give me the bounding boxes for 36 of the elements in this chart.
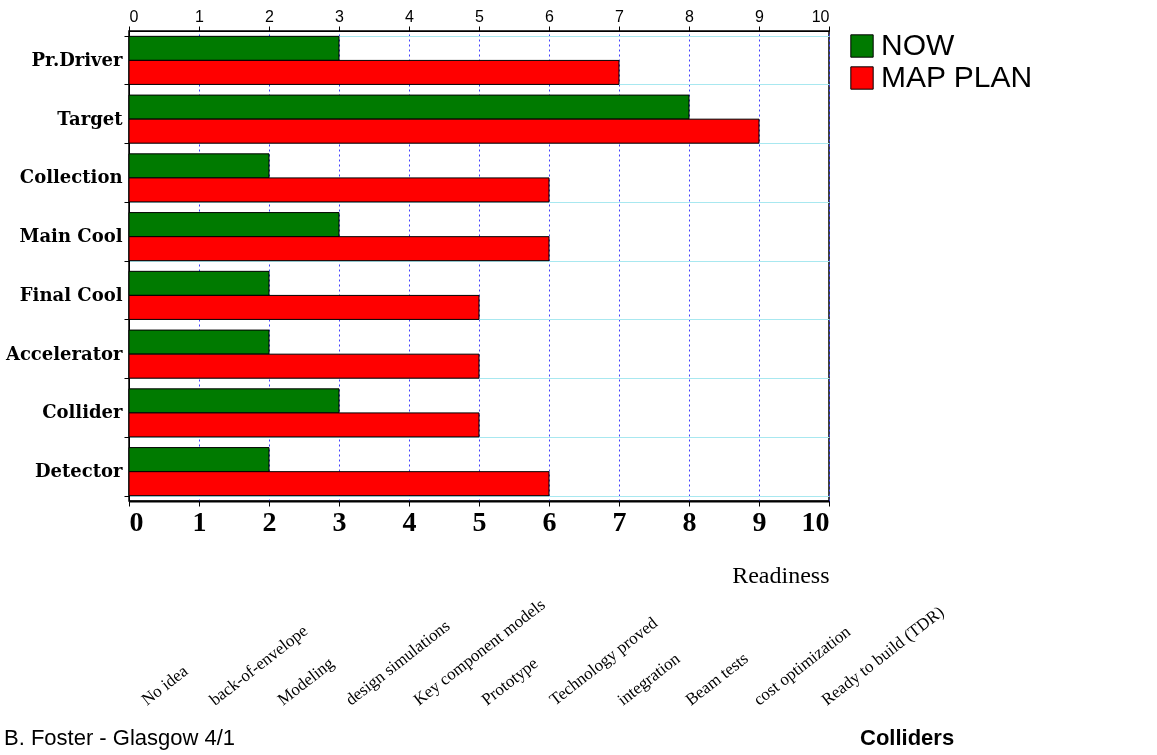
y-tick-label: Main Cool xyxy=(19,225,123,247)
x2-tick-label: 5 xyxy=(475,7,485,25)
x-tick-label: 1 xyxy=(192,505,207,537)
x2-tick-label: 1 xyxy=(195,7,205,25)
x-axis-title: Readiness xyxy=(732,561,830,588)
y-tick-label: Target xyxy=(57,107,124,129)
x2-tick-label: 4 xyxy=(405,7,415,25)
text: B. Foster - Glasgow 4/1 xyxy=(4,725,236,751)
y-tick-label: Collection xyxy=(19,166,123,188)
x-tick-label: 0 xyxy=(129,505,144,537)
legend-label: MAP PLAN xyxy=(881,60,1033,93)
legend-label: NOW xyxy=(881,28,955,61)
x2-tick-label: 6 xyxy=(545,7,555,25)
x2-tick-label: 2 xyxy=(265,7,275,25)
x2-tick-label: 3 xyxy=(335,7,345,25)
x-tick-label: 8 xyxy=(682,505,697,537)
text: No idea xyxy=(137,661,193,710)
x-tick-label: 5 xyxy=(472,505,487,537)
x-tick-label: 7 xyxy=(612,505,627,537)
x2-tick-label: 8 xyxy=(685,7,695,25)
y-tick-label: Detector xyxy=(34,460,124,482)
x-tick-label: 4 xyxy=(402,505,417,537)
x2-tick-label: 9 xyxy=(755,7,765,25)
y-tick-label: Pr.Driver xyxy=(31,48,124,70)
x2-tick-label: 7 xyxy=(615,7,625,25)
x-tick-label: 3 xyxy=(332,505,347,537)
x2-tick-label: 0 xyxy=(129,7,139,25)
x-tick-label: 10 xyxy=(801,505,830,537)
x-tick-label: 2 xyxy=(262,505,277,537)
x-tick-label: 9 xyxy=(752,505,767,537)
x2-tick-label: 10 xyxy=(811,7,830,25)
y-tick-label: Final Cool xyxy=(19,283,123,305)
text: Colliders xyxy=(860,725,955,751)
y-tick-label: Accelerator xyxy=(4,342,124,364)
y-tick-label: Collider xyxy=(42,401,124,423)
x-tick-label: 6 xyxy=(542,505,557,537)
